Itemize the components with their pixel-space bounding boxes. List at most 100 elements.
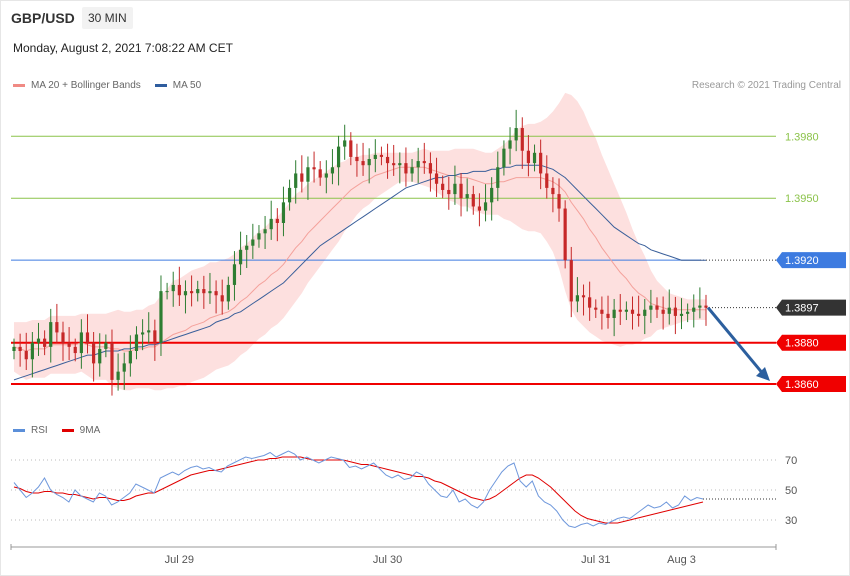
candle-body-85 — [532, 152, 537, 164]
candle-body-88 — [551, 187, 555, 195]
candle-body-78 — [490, 187, 494, 203]
candle-body-62 — [392, 163, 396, 166]
candle-body-84 — [526, 150, 531, 164]
rsi-tick-label-1: 50 — [785, 485, 797, 497]
candle-body-29 — [189, 291, 194, 294]
candle-body-66 — [416, 161, 420, 168]
interval-badge[interactable]: 30 MIN — [82, 7, 133, 29]
candle-body-32 — [208, 291, 212, 294]
level-label-4: 1.3880 — [785, 338, 819, 350]
candle-body-98 — [612, 309, 616, 318]
legend-label-ma20: MA 20 + Bollinger Bands — [31, 80, 141, 91]
forecast-arrow-head — [756, 367, 770, 382]
candle-body-58 — [367, 159, 371, 166]
candle-body-108 — [673, 307, 677, 316]
candle-body-40 — [257, 233, 261, 240]
candle-body-14 — [98, 348, 102, 364]
legend-label-9ma: 9MA — [79, 425, 101, 436]
candle-body-8 — [61, 332, 65, 343]
candle-body-19 — [128, 351, 132, 364]
candle-body-15 — [104, 342, 108, 349]
candle-body-35 — [226, 284, 230, 302]
candle-body-9 — [67, 342, 71, 347]
candle-body-11 — [79, 332, 83, 354]
candle-body-95 — [594, 307, 598, 310]
candle-body-90 — [563, 208, 567, 261]
rsi-ma-line — [13, 456, 704, 524]
candle-body-52 — [330, 167, 335, 174]
candle-body-17 — [116, 371, 120, 380]
candle-body-109 — [679, 313, 684, 316]
forecast-arrow-shaft — [706, 306, 766, 376]
candle-body-31 — [202, 289, 206, 294]
candle-body-112 — [698, 305, 702, 308]
candle-body-45 — [287, 187, 292, 203]
legend-item-9ma: 9MA — [61, 425, 101, 436]
candle-body-21 — [141, 332, 145, 335]
candle-body-28 — [183, 291, 188, 296]
candle-body-53 — [336, 146, 341, 168]
candle-body-22 — [147, 330, 151, 333]
candle-body-10 — [73, 346, 77, 354]
level-label-1: 1.3950 — [785, 193, 819, 205]
candle-body-73 — [459, 183, 463, 199]
bollinger-band — [14, 92, 706, 391]
level-label-3: 1.3897 — [785, 303, 819, 315]
candle-body-110 — [686, 311, 690, 314]
candle-body-56 — [355, 156, 359, 162]
candle-body-50 — [318, 169, 322, 178]
x-tick-label-2: Jul 31 — [581, 554, 610, 566]
candle-body-93 — [581, 295, 586, 298]
level-tag-3 — [776, 299, 846, 316]
candle-body-2 — [24, 351, 28, 360]
candle-body-37 — [238, 249, 243, 265]
price-legend: MA 20 + Bollinger Bands MA 50 — [13, 80, 215, 91]
candle-body-24 — [159, 291, 163, 343]
candle-body-87 — [545, 173, 549, 188]
candle-body-107 — [667, 307, 671, 314]
candle-body-20 — [134, 334, 139, 351]
research-credit: Research © 2021 Trading Central — [691, 80, 841, 91]
candle-body-99 — [618, 309, 622, 312]
candle-body-59 — [373, 154, 377, 159]
candle-body-72 — [453, 183, 457, 195]
legend-item-rsi: RSI — [13, 425, 48, 436]
candle-body-92 — [575, 295, 579, 302]
candle-body-65 — [410, 167, 414, 174]
legend-label-rsi: RSI — [31, 425, 48, 436]
candle-body-77 — [483, 202, 488, 211]
x-tick-label-3: Aug 3 — [667, 554, 696, 566]
candle-body-43 — [275, 218, 279, 223]
candle-body-57 — [361, 161, 365, 166]
x-tick-label-1: Jul 30 — [373, 554, 402, 566]
candle-body-68 — [428, 163, 433, 174]
ma50-line — [13, 164, 706, 381]
candle-body-25 — [165, 291, 169, 293]
candle-body-7 — [55, 322, 59, 333]
candle-body-1 — [18, 346, 22, 351]
candle-body-83 — [520, 128, 524, 151]
ma50-swatch — [154, 84, 167, 87]
rsi-tick-label-2: 30 — [785, 515, 797, 527]
candle-body-47 — [300, 173, 304, 182]
candle-body-71 — [447, 189, 451, 195]
candle-body-36 — [232, 264, 237, 285]
candle-body-3 — [30, 342, 34, 360]
candle-body-82 — [514, 128, 518, 141]
candle-body-106 — [661, 309, 665, 314]
candle-body-12 — [85, 332, 90, 343]
candle-body-60 — [379, 154, 384, 157]
9ma-swatch — [61, 429, 74, 432]
rsi-line — [13, 450, 704, 529]
level-tag-4 — [776, 334, 846, 351]
candle-body-67 — [422, 161, 426, 164]
rsi-tick-label-0: 70 — [785, 455, 797, 467]
candle-body-18 — [122, 363, 126, 372]
candle-body-51 — [324, 173, 328, 178]
candle-body-55 — [349, 140, 353, 157]
legend-item-ma20: MA 20 + Bollinger Bands — [13, 80, 141, 91]
candle-body-101 — [630, 309, 635, 314]
candle-body-97 — [606, 313, 610, 318]
candle-body-46 — [294, 173, 298, 188]
